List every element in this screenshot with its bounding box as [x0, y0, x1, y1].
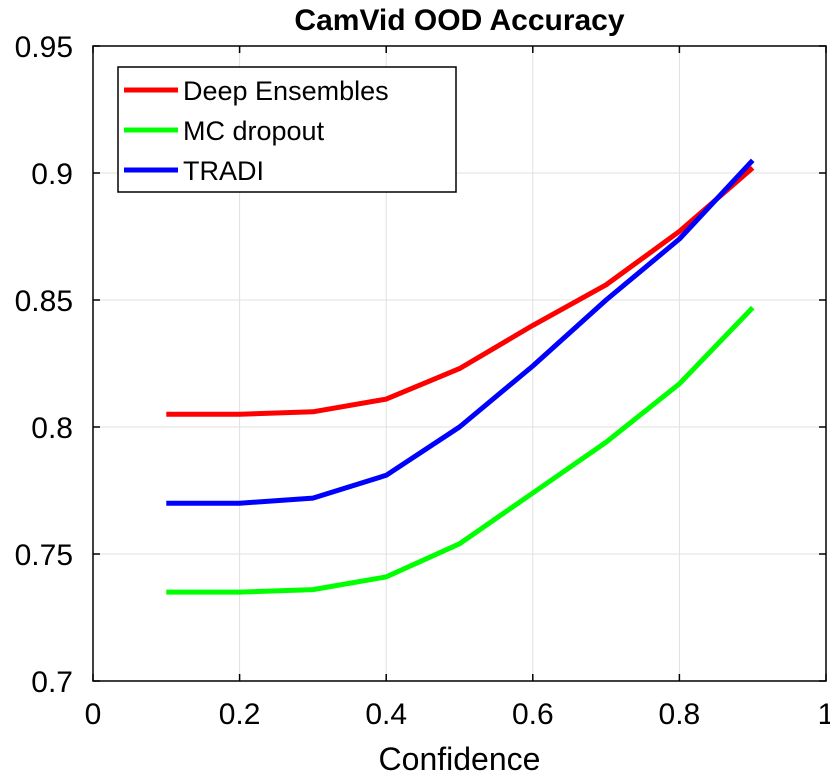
chart-title: CamVid OOD Accuracy: [294, 4, 624, 37]
y-tick-label: 0.9: [31, 158, 73, 191]
x-tick-label: 0.4: [365, 698, 407, 731]
x-tick-label: 1: [818, 698, 830, 731]
y-tick-label: 0.8: [31, 412, 73, 445]
x-tick-label: 0.8: [659, 698, 701, 731]
x-tick-label: 0.2: [219, 698, 261, 731]
y-tick-label: 0.75: [15, 539, 73, 572]
x-tick-label: 0: [85, 698, 102, 731]
series-layer: [166, 158, 755, 595]
series-line-deep-ensembles: [166, 166, 755, 417]
legend: Deep Ensembles MC dropout TRADI: [117, 66, 457, 193]
series-line-tradi: [166, 158, 755, 506]
plot-frame: [92, 45, 827, 682]
legend-label-tradi: TRADI: [183, 156, 264, 186]
x-axis-label: Confidence: [379, 741, 541, 776]
ticks: 0 0.2 0.4 0.6 0.8 1 0.7 0.75 0.8 0.85 0.9 0.95: [15, 31, 830, 731]
legend-label-deep-ensembles: Deep Ensembles: [183, 76, 389, 106]
y-tick-label: 0.95: [15, 31, 73, 64]
x-tick-label: 0.6: [512, 698, 554, 731]
legend-label-mc-dropout: MC dropout: [183, 116, 325, 146]
y-tick-label: 0.85: [15, 285, 73, 318]
series-line-mc-dropout: [166, 305, 755, 595]
y-tick-label: 0.7: [31, 666, 73, 699]
